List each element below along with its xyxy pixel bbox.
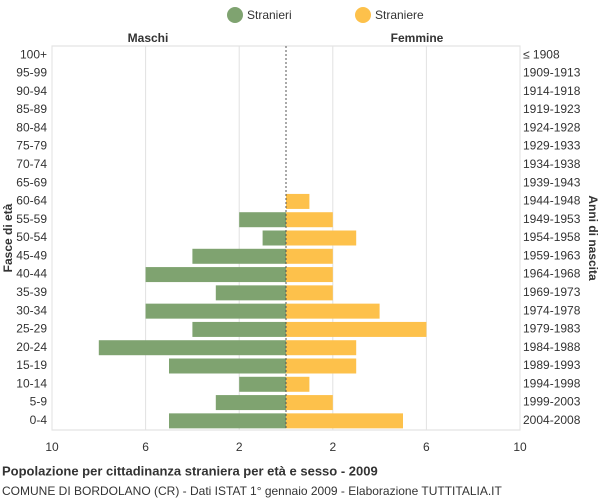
legend-swatch [227, 7, 243, 23]
bar [98, 340, 286, 356]
chart-title: Popolazione per cittadinanza straniera p… [2, 463, 378, 478]
left-label: Maschi [128, 31, 169, 45]
y2-tick-label: 1999-2003 [523, 395, 581, 409]
y-tick-label: 95-99 [16, 66, 47, 80]
bar [286, 376, 310, 392]
x-tick-label: 10 [513, 440, 527, 454]
y2-tick-label: 1989-1993 [523, 358, 581, 372]
x-tick-label: 10 [45, 440, 59, 454]
y-tick-label: 70-74 [16, 157, 47, 171]
x-tick-label: 2 [329, 440, 336, 454]
bar [192, 321, 286, 337]
y2-axis-title: Anni di nascita [586, 195, 600, 281]
bar [286, 340, 357, 356]
bar [286, 413, 403, 429]
y-tick-label: 5-9 [30, 395, 48, 409]
bar [169, 413, 286, 429]
chart-subtitle: COMUNE DI BORDOLANO (CR) - Dati ISTAT 1°… [2, 484, 503, 498]
y2-tick-label: 1934-1938 [523, 157, 581, 171]
y2-tick-label: 1919-1923 [523, 102, 581, 116]
y-tick-label: 75-79 [16, 139, 47, 153]
y2-tick-label: 2004-2008 [523, 413, 581, 427]
y-axis-title: Fasce di età [1, 203, 15, 272]
y2-tick-label: 1914-1918 [523, 84, 581, 98]
y-tick-label: 65-69 [16, 175, 47, 189]
bar [286, 193, 310, 209]
bar [286, 212, 333, 228]
y-tick-label: 100+ [20, 47, 47, 61]
bar [215, 285, 286, 301]
bar [286, 230, 357, 246]
y-tick-label: 35-39 [16, 285, 47, 299]
y2-tick-label: 1969-1973 [523, 285, 581, 299]
y2-tick-label: 1964-1968 [523, 267, 581, 281]
bar [145, 303, 286, 319]
legend-swatch [355, 7, 371, 23]
y-tick-label: 90-94 [16, 84, 47, 98]
legend-label: Straniere [375, 8, 424, 22]
bar [145, 267, 286, 283]
bar [286, 248, 333, 264]
bar [286, 267, 333, 283]
bar [192, 248, 286, 264]
right-label: Femmine [391, 31, 444, 45]
bar [286, 395, 333, 411]
y2-tick-label: 1979-1983 [523, 322, 581, 336]
y2-tick-label: 1944-1948 [523, 194, 581, 208]
y-tick-label: 20-24 [16, 340, 47, 354]
x-tick-label: 6 [142, 440, 149, 454]
y-tick-label: 60-64 [16, 194, 47, 208]
y2-tick-label: 1939-1943 [523, 175, 581, 189]
x-tick-label: 2 [236, 440, 243, 454]
bar [239, 212, 286, 228]
legend-label: Stranieri [247, 8, 292, 22]
y2-tick-label: 1949-1953 [523, 212, 581, 226]
y-tick-label: 30-34 [16, 303, 47, 317]
bar [262, 230, 286, 246]
bar [286, 285, 333, 301]
y-tick-label: 15-19 [16, 358, 47, 372]
y-tick-label: 45-49 [16, 248, 47, 262]
y2-tick-label: 1954-1958 [523, 230, 581, 244]
y-tick-label: 80-84 [16, 120, 47, 134]
bar [286, 303, 380, 319]
x-tick-label: 6 [423, 440, 430, 454]
bar [169, 358, 286, 374]
y2-tick-label: 1909-1913 [523, 66, 581, 80]
y2-tick-label: 1924-1928 [523, 120, 581, 134]
y2-tick-label: 1959-1963 [523, 248, 581, 262]
y2-tick-label: 1984-1988 [523, 340, 581, 354]
bar [286, 358, 357, 374]
y-tick-label: 50-54 [16, 230, 47, 244]
y-tick-label: 10-14 [16, 376, 47, 390]
y-tick-label: 55-59 [16, 212, 47, 226]
bar [239, 376, 286, 392]
bar [215, 395, 286, 411]
y2-tick-label: ≤ 1908 [523, 47, 560, 61]
y2-tick-label: 1974-1978 [523, 303, 581, 317]
y-tick-label: 25-29 [16, 322, 47, 336]
y-tick-label: 0-4 [30, 413, 48, 427]
bar [286, 321, 427, 337]
y-tick-label: 85-89 [16, 102, 47, 116]
y2-tick-label: 1994-1998 [523, 376, 581, 390]
y-tick-label: 40-44 [16, 267, 47, 281]
y2-tick-label: 1929-1933 [523, 139, 581, 153]
